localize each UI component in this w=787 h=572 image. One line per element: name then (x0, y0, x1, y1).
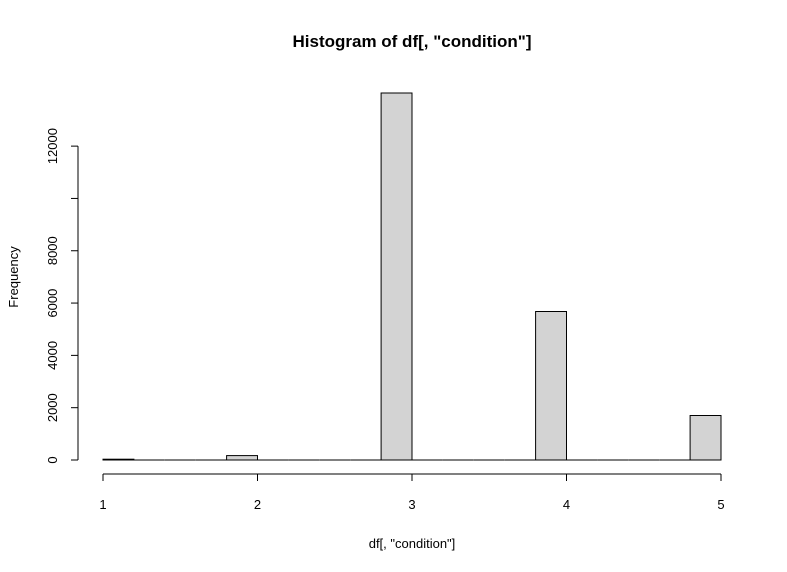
y-tick-label: 12000 (45, 128, 60, 164)
x-tick-label: 5 (717, 497, 724, 512)
x-axis: 1 2 3 4 5 (99, 473, 725, 512)
histogram-bars (102, 92, 722, 461)
chart-title: Histogram of df[, "condition"] (293, 32, 532, 51)
histogram-bar (226, 455, 259, 461)
x-axis-label: df[, "condition"] (369, 536, 456, 551)
x-tick-label: 2 (254, 497, 261, 512)
histogram-bar (689, 415, 722, 461)
histogram-bar (102, 458, 135, 461)
y-axis: 0 2000 4000 6000 8000 12000 (45, 128, 79, 464)
y-tick-label: 4000 (45, 341, 60, 370)
histogram-bar (535, 311, 567, 461)
y-tick-label: 0 (45, 456, 60, 463)
histogram-bar (380, 92, 413, 461)
x-tick-label: 1 (99, 497, 106, 512)
x-tick-label: 4 (563, 497, 570, 512)
x-tick-label: 3 (408, 497, 415, 512)
y-tick-label: 6000 (45, 289, 60, 318)
y-tick-label: 2000 (45, 393, 60, 422)
y-tick-label: 8000 (45, 236, 60, 265)
y-axis-label: Frequency (6, 246, 21, 308)
